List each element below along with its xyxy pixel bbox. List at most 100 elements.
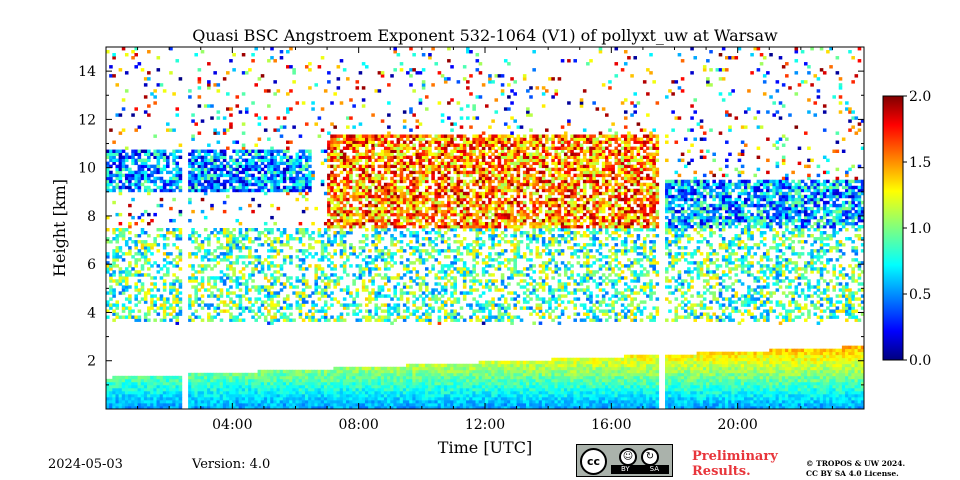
heatmap-cell bbox=[197, 77, 202, 81]
heatmap-cell bbox=[380, 155, 385, 160]
heatmap-cell bbox=[415, 203, 420, 208]
heatmap-cell bbox=[396, 155, 401, 160]
heatmap-cell bbox=[342, 399, 347, 404]
heatmap-cell bbox=[336, 158, 341, 163]
heatmap-cell bbox=[207, 387, 211, 392]
heatmap-cell bbox=[364, 146, 369, 150]
heatmap-cell bbox=[229, 164, 233, 169]
heatmap-cell bbox=[282, 152, 287, 156]
heatmap-cell bbox=[355, 86, 360, 90]
heatmap-cell bbox=[216, 188, 221, 193]
heatmap-cell bbox=[377, 315, 382, 319]
heatmap-cell bbox=[251, 387, 255, 392]
heatmap-cell bbox=[320, 402, 325, 407]
heatmap-cell bbox=[172, 243, 176, 247]
heatmap-cell bbox=[279, 405, 284, 409]
heatmap-cell bbox=[453, 405, 457, 409]
heatmap-cell bbox=[254, 405, 258, 409]
heatmap-cell bbox=[172, 396, 176, 401]
heatmap-cell bbox=[374, 309, 379, 313]
heatmap-cell bbox=[112, 188, 116, 193]
heatmap-cell bbox=[393, 375, 397, 380]
heatmap-cell bbox=[320, 393, 325, 398]
heatmap-cell bbox=[390, 155, 394, 160]
heatmap-cell bbox=[399, 366, 404, 371]
heatmap-cell bbox=[399, 399, 404, 404]
heatmap-cell bbox=[289, 176, 293, 181]
heatmap-cell bbox=[368, 164, 372, 169]
heatmap-cell bbox=[390, 134, 394, 138]
heatmap-cell bbox=[156, 167, 161, 172]
heatmap-cell bbox=[443, 249, 448, 253]
heatmap-cell bbox=[440, 224, 445, 229]
heatmap-cell bbox=[361, 234, 366, 238]
heatmap-cell bbox=[336, 402, 341, 407]
heatmap-cell bbox=[273, 240, 277, 244]
heatmap-cell bbox=[238, 240, 243, 244]
heatmap-cell bbox=[364, 285, 369, 289]
heatmap-cell bbox=[251, 270, 255, 274]
heatmap-cell bbox=[308, 158, 312, 163]
heatmap-cell bbox=[364, 194, 369, 199]
heatmap-cell bbox=[298, 402, 303, 407]
heatmap-cell bbox=[443, 369, 448, 374]
heatmap-cell bbox=[421, 381, 426, 386]
heatmap-cell bbox=[358, 318, 363, 322]
heatmap-cell bbox=[273, 384, 277, 389]
heatmap-cell bbox=[330, 402, 334, 407]
heatmap-cell bbox=[244, 405, 249, 409]
heatmap-cell bbox=[298, 170, 303, 175]
heatmap-cell bbox=[292, 68, 296, 72]
heatmap-cell bbox=[115, 405, 120, 409]
heatmap-cell bbox=[162, 306, 167, 310]
heatmap-cell bbox=[282, 282, 287, 286]
heatmap-cell bbox=[421, 86, 426, 90]
heatmap-cell bbox=[355, 393, 360, 398]
heatmap-cell bbox=[251, 309, 255, 313]
heatmap-cell bbox=[368, 200, 372, 205]
heatmap-cell bbox=[437, 188, 442, 193]
heatmap-cell bbox=[153, 101, 157, 105]
heatmap-cell bbox=[226, 396, 230, 401]
heatmap-cell bbox=[210, 158, 214, 163]
heatmap-cell bbox=[428, 291, 432, 295]
heatmap-cell bbox=[393, 378, 397, 383]
heatmap-cell bbox=[320, 396, 325, 401]
heatmap-cell bbox=[295, 228, 300, 232]
heatmap-cell bbox=[437, 276, 442, 280]
heatmap-cell bbox=[380, 203, 385, 208]
heatmap-cell bbox=[415, 231, 420, 235]
heatmap-cell bbox=[147, 393, 151, 398]
heatmap-cell bbox=[210, 393, 214, 398]
heatmap-cell bbox=[333, 369, 337, 374]
heatmap-cell bbox=[238, 300, 243, 304]
heatmap-cell bbox=[333, 206, 337, 211]
heatmap-cell bbox=[434, 369, 439, 374]
heatmap-cell bbox=[200, 276, 205, 280]
heatmap-cell bbox=[169, 206, 173, 211]
heatmap-cell bbox=[194, 315, 198, 319]
heatmap-cell bbox=[219, 402, 224, 407]
heatmap-cell bbox=[143, 209, 148, 214]
heatmap-cell bbox=[137, 155, 142, 160]
heatmap-cell bbox=[349, 164, 353, 169]
heatmap-cell bbox=[399, 152, 404, 156]
heatmap-cell bbox=[257, 315, 262, 319]
heatmap-cell bbox=[301, 381, 306, 386]
heatmap-cell bbox=[118, 188, 123, 193]
heatmap-cell bbox=[235, 387, 240, 392]
heatmap-cell bbox=[428, 161, 432, 166]
heatmap-cell bbox=[415, 176, 420, 181]
heatmap-cell bbox=[175, 261, 180, 265]
heatmap-cell bbox=[257, 405, 262, 409]
heatmap-cell bbox=[137, 402, 142, 407]
heatmap-cell bbox=[355, 140, 360, 144]
heatmap-cell bbox=[349, 366, 353, 371]
heatmap-cell bbox=[257, 393, 262, 398]
heatmap-cell bbox=[314, 279, 319, 283]
heatmap-cell bbox=[434, 221, 439, 226]
heatmap-cell bbox=[314, 399, 319, 404]
heatmap-cell bbox=[424, 224, 429, 229]
heatmap-cell bbox=[412, 384, 416, 389]
heatmap-cell bbox=[115, 258, 120, 262]
